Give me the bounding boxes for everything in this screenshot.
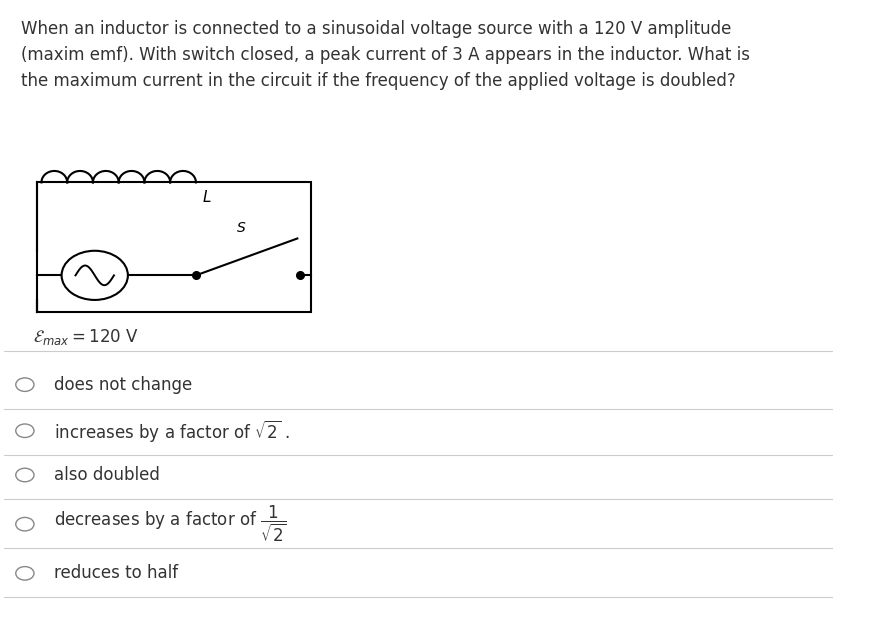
Circle shape	[16, 378, 34, 391]
Circle shape	[61, 251, 128, 300]
Bar	[37, 183, 311, 312]
Circle shape	[16, 566, 34, 580]
Text: S: S	[237, 221, 246, 235]
Text: reduces to half: reduces to half	[54, 564, 178, 583]
Text: $\mathcal{E}_{max}=120$ V: $\mathcal{E}_{max}=120$ V	[33, 327, 139, 347]
Text: does not change: does not change	[54, 376, 192, 394]
Text: increases by a factor of $\sqrt{2}$ .: increases by a factor of $\sqrt{2}$ .	[54, 418, 290, 444]
Text: When an inductor is connected to a sinusoidal voltage source with a 120 V amplit: When an inductor is connected to a sinus…	[20, 19, 749, 90]
Text: also doubled: also doubled	[54, 466, 160, 484]
Text: decreases by a factor of $\dfrac{1}{\sqrt{2}}$: decreases by a factor of $\dfrac{1}{\sqr…	[54, 504, 287, 545]
Circle shape	[16, 468, 34, 482]
Circle shape	[16, 518, 34, 531]
Text: L: L	[203, 190, 211, 205]
Circle shape	[16, 424, 34, 437]
